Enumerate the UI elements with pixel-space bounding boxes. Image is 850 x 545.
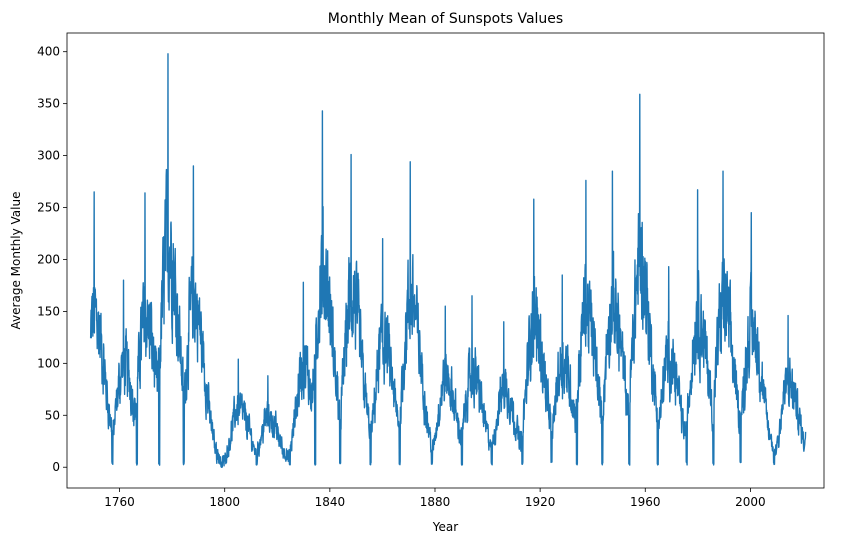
x-tick-label: 1760 bbox=[104, 495, 135, 509]
y-axis: 0 50 100 150 200 250 300 350 400 bbox=[37, 45, 67, 474]
y-tick-label: 100 bbox=[37, 356, 60, 370]
x-tick-label: 1800 bbox=[209, 495, 240, 509]
x-axis-label: Year bbox=[432, 520, 458, 534]
x-tick-label: 1920 bbox=[525, 495, 556, 509]
x-axis: 1760 1800 1840 1880 1920 1960 2000 bbox=[104, 488, 766, 509]
x-tick-label: 1840 bbox=[315, 495, 346, 509]
y-tick-label: 150 bbox=[37, 304, 60, 318]
y-tick-label: 200 bbox=[37, 252, 60, 266]
x-tick-label: 1880 bbox=[420, 495, 451, 509]
x-tick-label: 2000 bbox=[735, 495, 766, 509]
y-tick-label: 300 bbox=[37, 149, 60, 163]
x-tick-label: 1960 bbox=[630, 495, 661, 509]
plot-area bbox=[66, 32, 825, 489]
y-tick-label: 0 bbox=[52, 460, 60, 474]
y-tick-label: 250 bbox=[37, 201, 60, 215]
y-tick-label: 400 bbox=[37, 45, 60, 59]
y-tick-label: 350 bbox=[37, 97, 60, 111]
plot-frame bbox=[66, 32, 825, 489]
series-line bbox=[89, 53, 807, 468]
chart-title: Monthly Mean of Sunspots Values bbox=[328, 11, 563, 27]
y-axis-label: Average Monthly Value bbox=[9, 192, 23, 330]
y-tick-label: 50 bbox=[45, 408, 60, 422]
